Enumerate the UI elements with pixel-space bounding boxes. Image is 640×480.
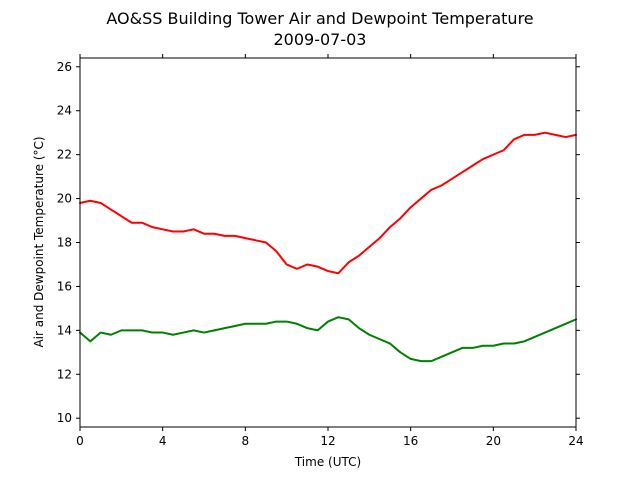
x-tick-label: 8 [242, 434, 250, 448]
y-tick-label: 10 [57, 411, 72, 425]
x-axis: 0 4 8 12 16 20 24 [76, 54, 584, 448]
chart-title: AO&SS Building Tower Air and Dewpoint Te… [106, 9, 533, 28]
series-layer [79, 131, 577, 363]
x-tick-label: 16 [403, 434, 418, 448]
y-tick-label: 20 [57, 192, 72, 206]
y-axis: 10 12 14 16 18 20 22 24 26 [57, 60, 580, 425]
x-tick-label: 0 [76, 434, 84, 448]
plot-frame [79, 57, 577, 428]
y-tick-label: 16 [57, 279, 72, 293]
y-tick-label: 18 [57, 236, 72, 250]
series-line-1 [79, 316, 577, 363]
y-tick-label: 26 [57, 60, 72, 74]
x-axis-label: Time (UTC) [294, 455, 361, 469]
x-tick-label: 4 [159, 434, 167, 448]
y-tick-label: 22 [57, 148, 72, 162]
y-tick-label: 24 [57, 104, 72, 118]
series-line-0 [79, 131, 577, 275]
y-tick-label: 14 [57, 323, 72, 337]
x-tick-label: 20 [486, 434, 501, 448]
y-axis-label: Air and Dewpoint Temperature (°C) [32, 136, 46, 347]
x-tick-label: 12 [320, 434, 335, 448]
chart-subtitle: 2009-07-03 [274, 30, 367, 49]
y-tick-label: 12 [57, 367, 72, 381]
x-tick-label: 24 [568, 434, 583, 448]
